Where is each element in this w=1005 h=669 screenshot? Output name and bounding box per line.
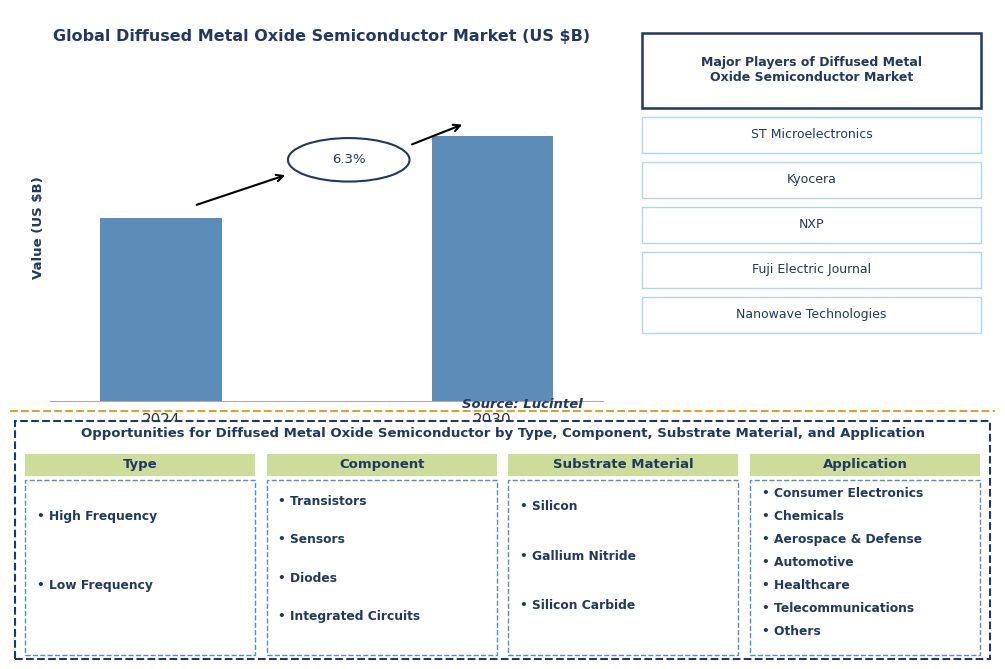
- Text: • Silicon: • Silicon: [521, 500, 578, 513]
- Text: Opportunities for Diffused Metal Oxide Semiconductor by Type, Component, Substra: Opportunities for Diffused Metal Oxide S…: [80, 427, 925, 440]
- Text: • Others: • Others: [762, 626, 821, 638]
- Text: • High Frequency: • High Frequency: [36, 510, 157, 523]
- Bar: [432, 136, 554, 401]
- Y-axis label: Value (US $B): Value (US $B): [32, 176, 44, 279]
- FancyBboxPatch shape: [641, 252, 982, 288]
- Text: Global Diffused Metal Oxide Semiconductor Market (US $B): Global Diffused Metal Oxide Semiconducto…: [53, 29, 590, 44]
- FancyBboxPatch shape: [750, 454, 980, 476]
- Text: • Chemicals: • Chemicals: [762, 510, 844, 523]
- Text: • Low Frequency: • Low Frequency: [36, 579, 153, 592]
- Text: Fuji Electric Journal: Fuji Electric Journal: [752, 264, 871, 276]
- Text: Major Players of Diffused Metal
Oxide Semiconductor Market: Major Players of Diffused Metal Oxide Se…: [701, 56, 922, 84]
- Text: • Gallium Nitride: • Gallium Nitride: [521, 550, 636, 563]
- Text: Component: Component: [339, 458, 424, 471]
- FancyBboxPatch shape: [15, 421, 990, 659]
- FancyBboxPatch shape: [750, 480, 980, 655]
- Text: • Automotive: • Automotive: [762, 557, 853, 569]
- Text: ST Microelectronics: ST Microelectronics: [751, 128, 872, 141]
- FancyBboxPatch shape: [641, 162, 982, 197]
- FancyBboxPatch shape: [266, 454, 496, 476]
- Text: • Silicon Carbide: • Silicon Carbide: [521, 599, 635, 612]
- Text: • Aerospace & Defense: • Aerospace & Defense: [762, 533, 923, 546]
- Bar: [100, 218, 222, 401]
- Text: Source: Lucintel: Source: Lucintel: [462, 398, 583, 411]
- Text: • Transistors: • Transistors: [278, 495, 367, 508]
- FancyBboxPatch shape: [641, 207, 982, 243]
- Text: • Integrated Circuits: • Integrated Circuits: [278, 610, 420, 623]
- FancyBboxPatch shape: [641, 297, 982, 332]
- Text: • Healthcare: • Healthcare: [762, 579, 850, 592]
- FancyBboxPatch shape: [25, 480, 255, 655]
- Text: • Diodes: • Diodes: [278, 571, 338, 585]
- Text: Kyocera: Kyocera: [787, 173, 836, 187]
- Text: NXP: NXP: [799, 218, 824, 231]
- Text: 6.3%: 6.3%: [332, 153, 366, 167]
- Text: Substrate Material: Substrate Material: [553, 458, 693, 471]
- FancyBboxPatch shape: [509, 480, 739, 655]
- FancyBboxPatch shape: [641, 117, 982, 153]
- FancyBboxPatch shape: [266, 480, 496, 655]
- Text: Type: Type: [123, 458, 157, 471]
- FancyBboxPatch shape: [641, 33, 982, 108]
- Text: • Telecommunications: • Telecommunications: [762, 602, 915, 615]
- Text: Nanowave Technologies: Nanowave Technologies: [737, 308, 886, 321]
- Text: • Consumer Electronics: • Consumer Electronics: [762, 487, 924, 500]
- Text: • Sensors: • Sensors: [278, 533, 346, 546]
- Text: Application: Application: [823, 458, 908, 471]
- FancyBboxPatch shape: [25, 454, 255, 476]
- FancyBboxPatch shape: [509, 454, 739, 476]
